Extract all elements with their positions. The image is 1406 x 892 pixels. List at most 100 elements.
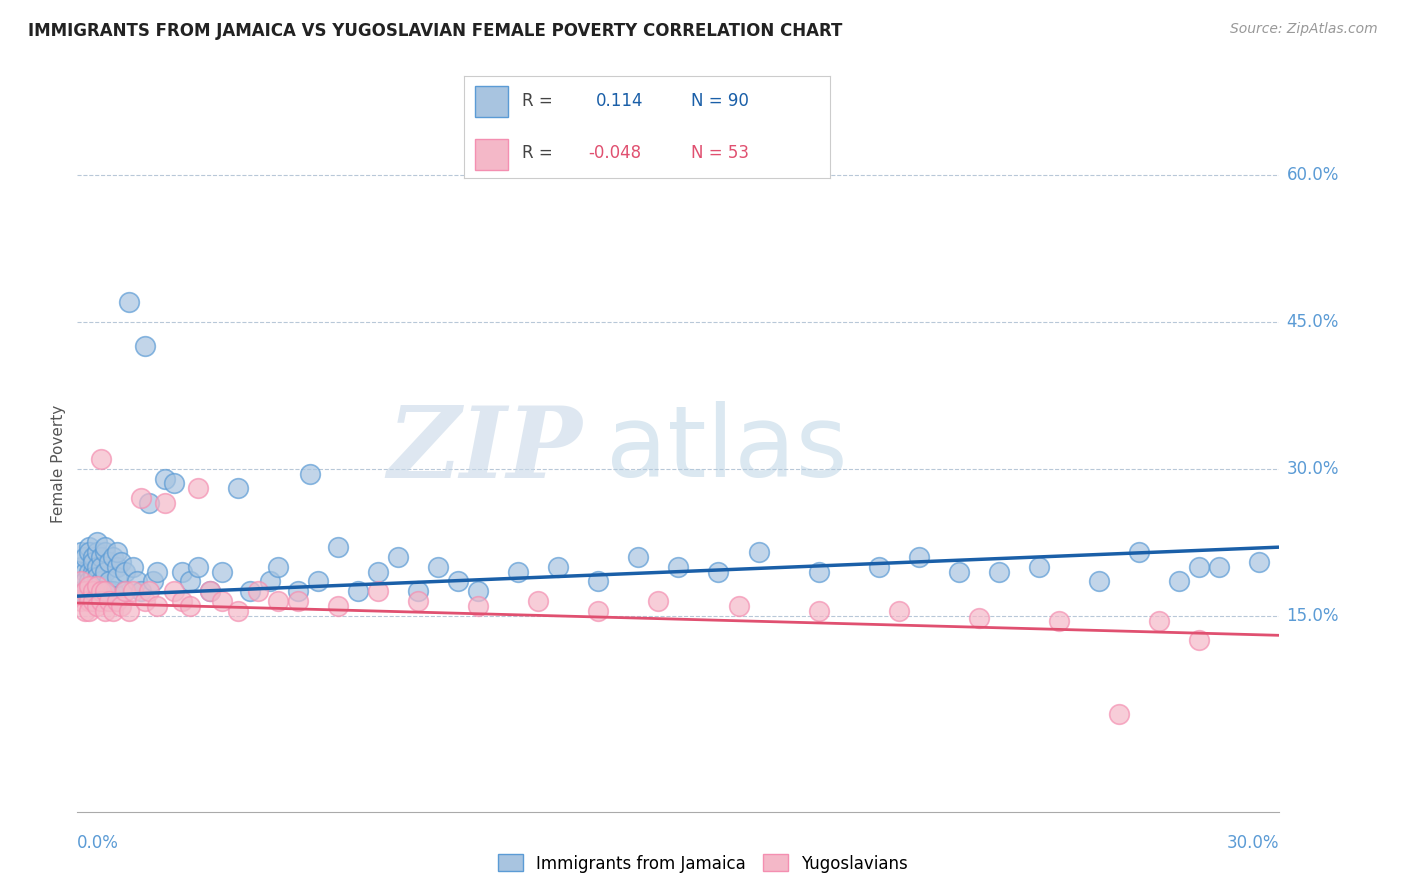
Point — [98, 555, 121, 569]
Point — [107, 569, 129, 583]
Point — [82, 584, 104, 599]
Point — [406, 594, 429, 608]
FancyBboxPatch shape — [475, 139, 508, 170]
Point — [226, 481, 249, 495]
Point — [107, 545, 129, 559]
Point — [298, 467, 321, 481]
Text: IMMIGRANTS FROM JAMAICA VS YUGOSLAVIAN FEMALE POVERTY CORRELATION CHART: IMMIGRANTS FROM JAMAICA VS YUGOSLAVIAN F… — [28, 22, 842, 40]
Point — [98, 584, 121, 599]
Point — [107, 559, 129, 574]
Point — [118, 295, 141, 310]
Point — [86, 579, 108, 593]
Point — [211, 594, 233, 608]
Point — [75, 604, 97, 618]
Point — [155, 471, 177, 485]
Point — [406, 584, 429, 599]
Point — [114, 565, 136, 579]
Text: R =: R = — [523, 144, 553, 161]
Point — [887, 604, 910, 618]
Point — [138, 496, 160, 510]
Point — [267, 559, 290, 574]
Legend: Immigrants from Jamaica, Yugoslavians: Immigrants from Jamaica, Yugoslavians — [492, 847, 914, 880]
Point — [79, 545, 101, 559]
Point — [94, 604, 117, 618]
Point — [467, 584, 489, 599]
Point — [627, 549, 650, 564]
Point — [82, 569, 104, 583]
Point — [86, 579, 108, 593]
Point — [155, 496, 177, 510]
Point — [198, 584, 221, 599]
Point — [239, 584, 262, 599]
Point — [82, 555, 104, 569]
Point — [508, 565, 530, 579]
Point — [527, 594, 550, 608]
Point — [807, 604, 830, 618]
Point — [267, 594, 290, 608]
Point — [1108, 706, 1130, 721]
FancyBboxPatch shape — [475, 87, 508, 117]
Point — [908, 549, 931, 564]
Point — [94, 584, 117, 599]
Point — [90, 574, 112, 589]
Point — [122, 559, 145, 574]
Text: 45.0%: 45.0% — [1286, 313, 1339, 331]
Point — [146, 565, 169, 579]
Point — [170, 565, 193, 579]
Point — [131, 584, 153, 599]
Point — [447, 574, 470, 589]
Point — [1028, 559, 1050, 574]
Point — [79, 579, 101, 593]
Point — [226, 604, 249, 618]
Text: 30.0%: 30.0% — [1227, 834, 1279, 852]
Point — [1168, 574, 1191, 589]
Point — [75, 574, 97, 589]
Point — [948, 565, 970, 579]
Point — [1249, 555, 1271, 569]
Point — [98, 574, 121, 589]
Point — [807, 565, 830, 579]
Point — [186, 481, 209, 495]
Point — [82, 594, 104, 608]
Point — [118, 604, 141, 618]
Point — [90, 452, 112, 467]
Point — [467, 599, 489, 613]
Point — [1149, 614, 1171, 628]
Point — [79, 604, 101, 618]
Point — [127, 574, 149, 589]
Text: ZIP: ZIP — [387, 401, 582, 498]
Point — [967, 610, 990, 624]
Point — [1047, 614, 1070, 628]
Point — [162, 584, 184, 599]
Point — [86, 569, 108, 583]
Text: R =: R = — [523, 93, 553, 111]
Point — [90, 559, 112, 574]
Point — [367, 584, 389, 599]
Point — [259, 574, 281, 589]
Text: 0.0%: 0.0% — [77, 834, 120, 852]
Point — [86, 599, 108, 613]
Point — [114, 584, 136, 599]
Text: Source: ZipAtlas.com: Source: ZipAtlas.com — [1230, 22, 1378, 37]
Text: 0.114: 0.114 — [596, 93, 643, 111]
Point — [170, 594, 193, 608]
Point — [114, 584, 136, 599]
Point — [186, 559, 209, 574]
Point — [162, 476, 184, 491]
Point — [90, 549, 112, 564]
Point — [70, 584, 93, 599]
Point — [82, 549, 104, 564]
Point — [146, 599, 169, 613]
Point — [90, 594, 112, 608]
Point — [94, 540, 117, 554]
Point — [90, 584, 112, 599]
Point — [79, 574, 101, 589]
Point — [70, 545, 93, 559]
Point — [70, 594, 93, 608]
Point — [82, 584, 104, 599]
Point — [86, 559, 108, 574]
Point — [134, 339, 156, 353]
Point — [86, 535, 108, 549]
Point — [326, 599, 349, 613]
Point — [1128, 545, 1150, 559]
